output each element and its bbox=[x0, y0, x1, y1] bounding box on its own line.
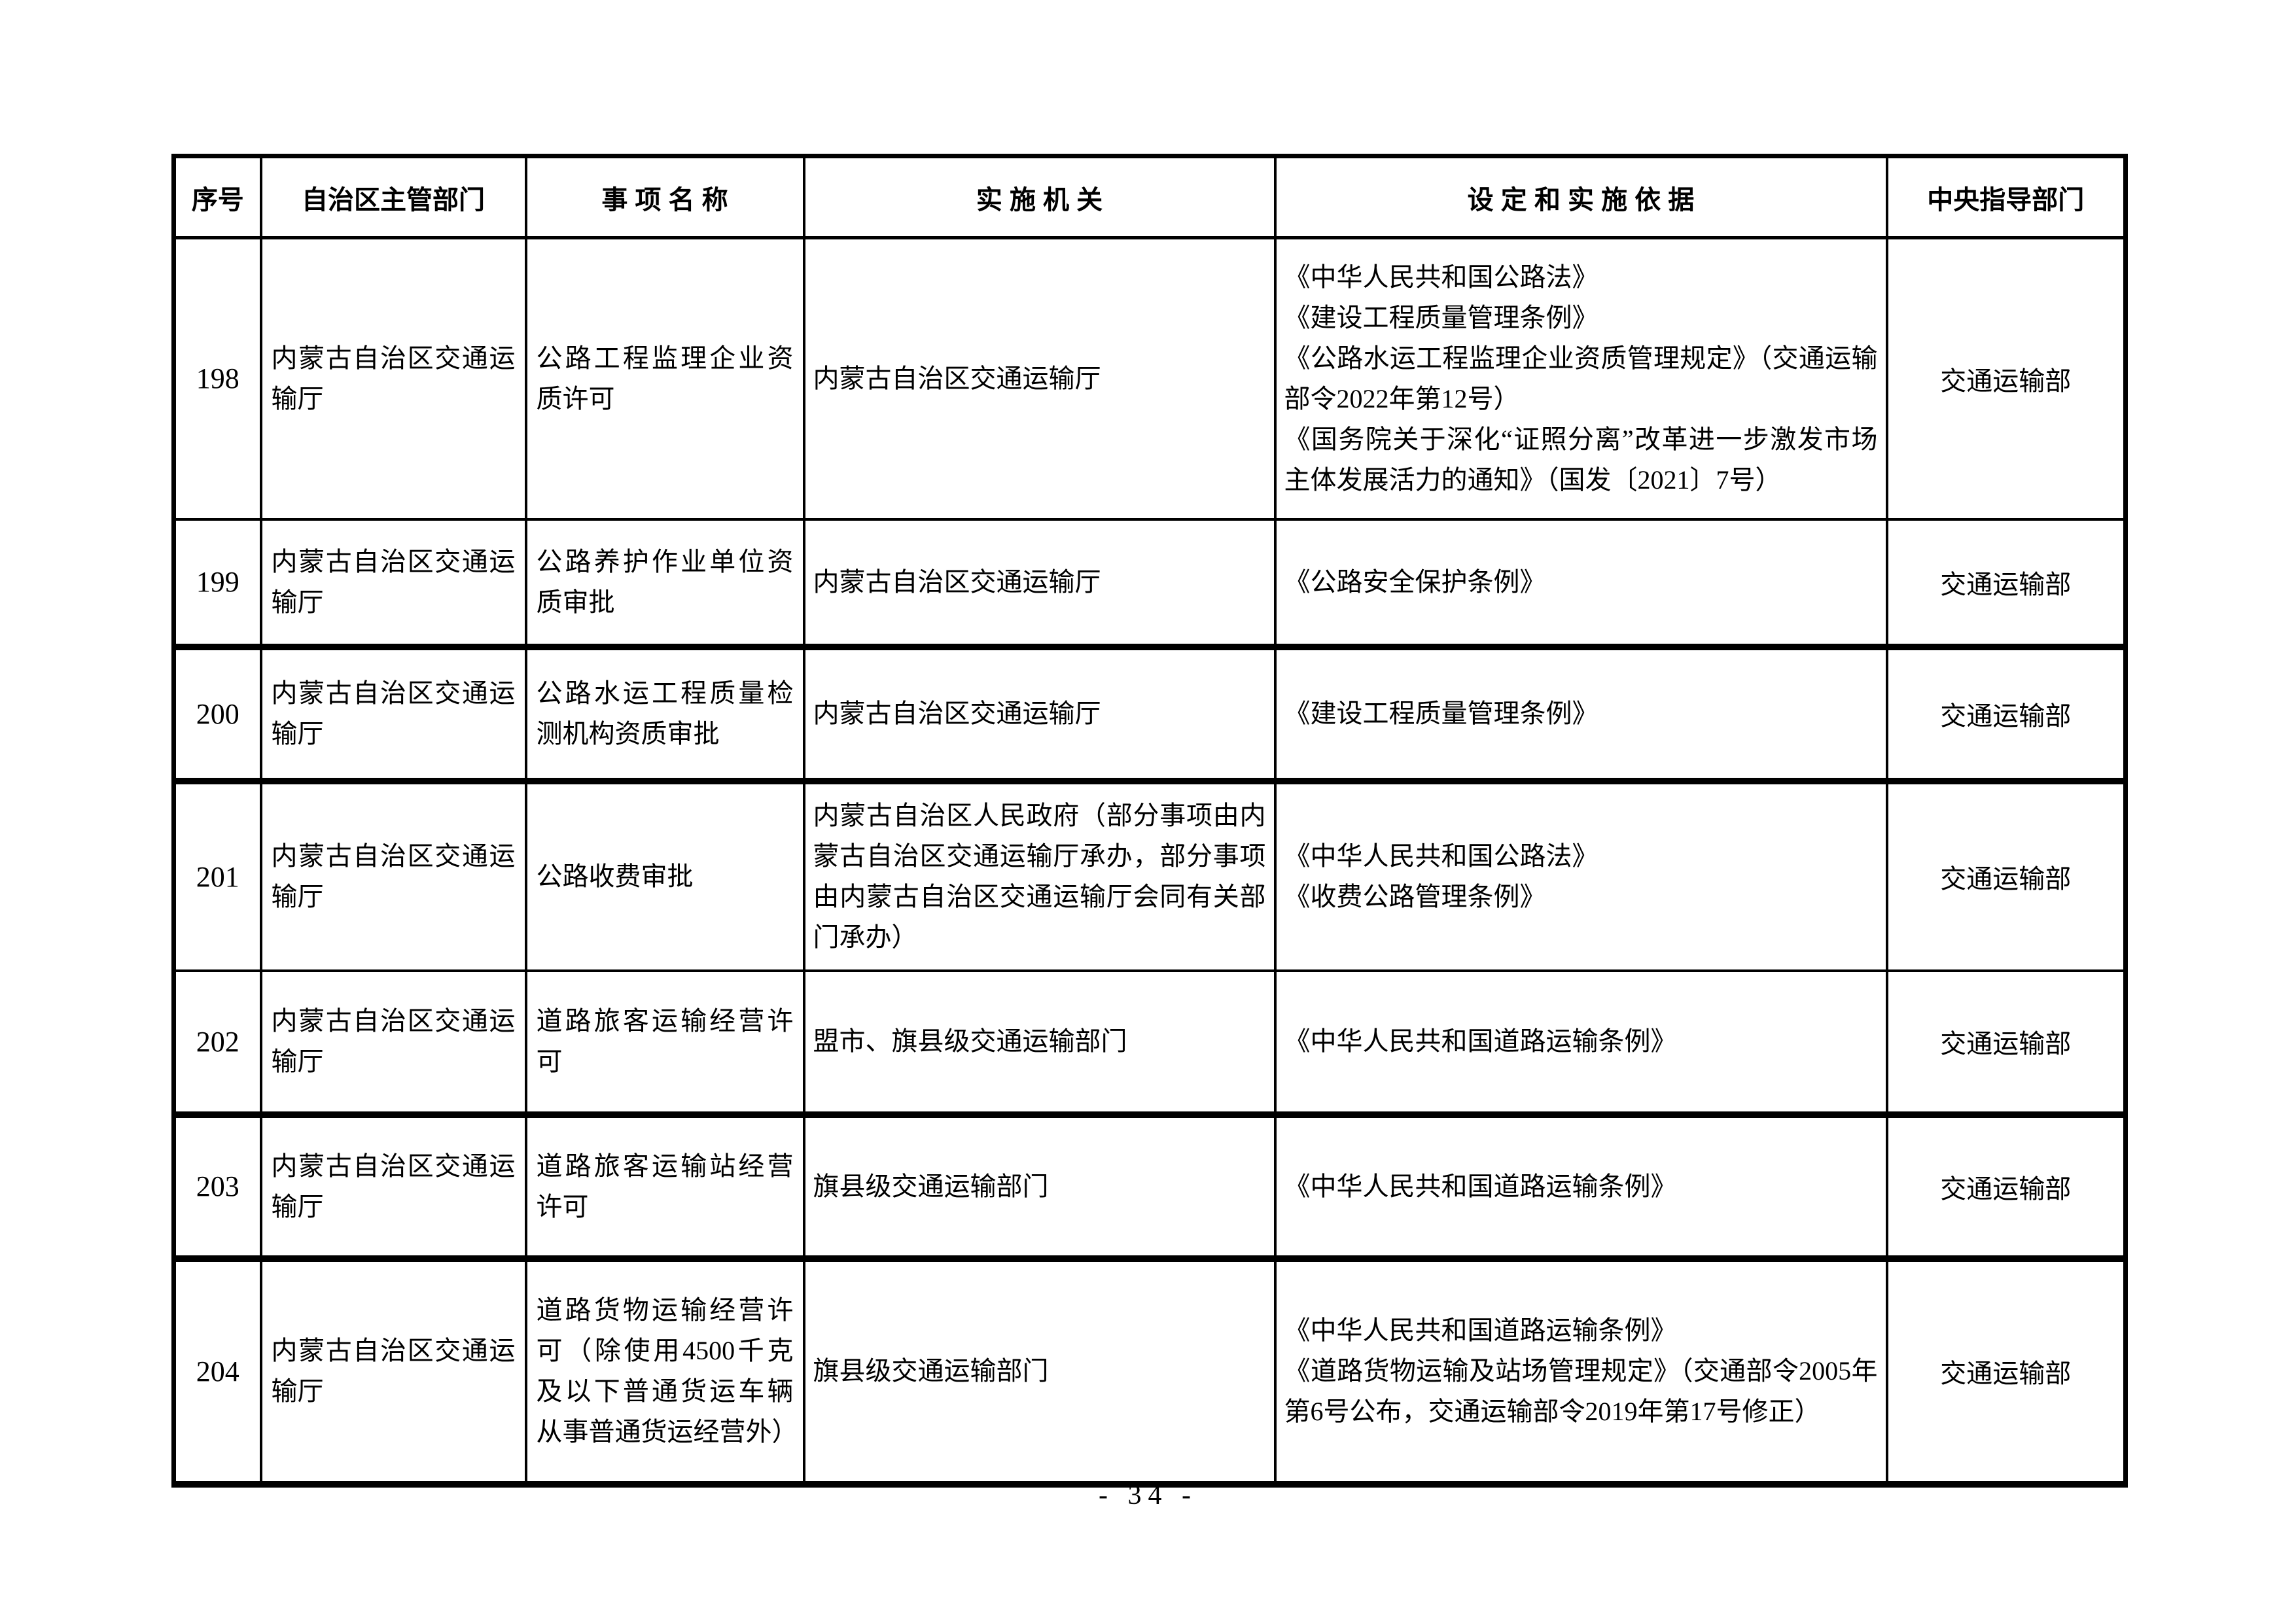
cell-implementing-agency: 旗县级交通运输部门 bbox=[802, 1257, 1277, 1488]
legal-basis-line: 《国务院关于深化“证照分离”改革进一步激发市场主体发展活力的通知》（国发〔202… bbox=[1284, 424, 1878, 495]
cell-central-department: 交通运输部 bbox=[1885, 236, 2127, 521]
cell-department: 内蒙古自治区交通运输厅 bbox=[259, 517, 527, 650]
table-row: 203 内蒙古自治区交通运输厅 道路旅客运输站经营许可 旗县级交通运输部门 《中华人民共… bbox=[172, 1113, 2127, 1262]
cell-central-department: 交通运输部 bbox=[1885, 779, 2127, 972]
table-row: 202 内蒙古自治区交通运输厅 道路旅客运输经营许可 盟市、旗县级交通运输部门 《中华人… bbox=[172, 969, 2127, 1118]
cell-implementing-agency: 内蒙古自治区交通运输厅 bbox=[802, 236, 1277, 521]
col-header-central-department: 中央指导部门 bbox=[1885, 154, 2127, 239]
cell-legal-basis: 《公路安全保护条例》 bbox=[1273, 517, 1888, 650]
cell-serial-number: 201 bbox=[172, 779, 262, 972]
cell-item-name: 道路旅客运输站经营许可 bbox=[524, 1113, 805, 1262]
legal-basis-line: 《中华人民共和国道路运输条例》 bbox=[1284, 1171, 1677, 1201]
header-row: 序号 自治区主管部门 事 项 名 称 实 施 机 关 设 定 和 实 施 依 据… bbox=[172, 154, 2127, 239]
legal-basis-line: 《中华人民共和国公路法》 bbox=[1284, 841, 1598, 871]
table-header: 序号 自治区主管部门 事 项 名 称 实 施 机 关 设 定 和 实 施 依 据… bbox=[172, 154, 2127, 239]
cell-department: 内蒙古自治区交通运输厅 bbox=[259, 969, 527, 1118]
legal-basis-line: 《中华人民共和国道路运输条例》 bbox=[1284, 1026, 1677, 1056]
cell-department: 内蒙古自治区交通运输厅 bbox=[259, 645, 527, 784]
cell-department: 内蒙古自治区交通运输厅 bbox=[259, 1113, 527, 1262]
col-header-legal-basis: 设 定 和 实 施 依 据 bbox=[1273, 154, 1888, 239]
cell-legal-basis: 《建设工程质量管理条例》 bbox=[1273, 645, 1888, 784]
legal-basis-line: 《公路安全保护条例》 bbox=[1284, 567, 1546, 597]
col-header-item-name: 事 项 名 称 bbox=[524, 154, 805, 239]
cell-serial-number: 204 bbox=[172, 1257, 262, 1488]
table-row: 199 内蒙古自治区交通运输厅 公路养护作业单位资质审批 内蒙古自治区交通运输厅 《公路… bbox=[172, 517, 2127, 650]
cell-implementing-agency: 旗县级交通运输部门 bbox=[802, 1113, 1277, 1262]
legal-basis-line: 《建设工程质量管理条例》 bbox=[1284, 302, 1598, 332]
col-header-implementing-agency: 实 施 机 关 bbox=[802, 154, 1277, 239]
cell-central-department: 交通运输部 bbox=[1885, 1257, 2127, 1488]
cell-legal-basis: 《中华人民共和国道路运输条例》 bbox=[1273, 969, 1888, 1118]
cell-department: 内蒙古自治区交通运输厅 bbox=[259, 1257, 527, 1488]
cell-serial-number: 198 bbox=[172, 236, 262, 521]
legal-basis-line: 《收费公路管理条例》 bbox=[1284, 882, 1546, 911]
table-row: 198 内蒙古自治区交通运输厅 公路工程监理企业资质许可 内蒙古自治区交通运输厅 《中华… bbox=[172, 236, 2127, 521]
cell-item-name: 公路工程监理企业资质许可 bbox=[524, 236, 805, 521]
cell-department: 内蒙古自治区交通运输厅 bbox=[259, 236, 527, 521]
cell-item-name: 道路旅客运输经营许可 bbox=[524, 969, 805, 1118]
table-row: 200 内蒙古自治区交通运输厅 公路水运工程质量检测机构资质审批 内蒙古自治区交通运输… bbox=[172, 645, 2127, 784]
cell-serial-number: 202 bbox=[172, 969, 262, 1118]
cell-legal-basis: 《中华人民共和国道路运输条例》 bbox=[1273, 1113, 1888, 1262]
cell-implementing-agency: 内蒙古自治区交通运输厅 bbox=[802, 517, 1277, 650]
approval-items-table: 序号 自治区主管部门 事 项 名 称 实 施 机 关 设 定 和 实 施 依 据… bbox=[171, 154, 2128, 1488]
cell-item-name: 公路收费审批 bbox=[524, 779, 805, 972]
cell-implementing-agency: 内蒙古自治区交通运输厅 bbox=[802, 645, 1277, 784]
legal-basis-line: 《道路货物运输及站场管理规定》（交通部令2005年第6号公布，交通运输部令201… bbox=[1284, 1356, 1878, 1426]
cell-item-name: 公路养护作业单位资质审批 bbox=[524, 517, 805, 650]
legal-basis-line: 《公路水运工程监理企业资质管理规定》（交通运输部令2022年第12号） bbox=[1284, 343, 1878, 413]
cell-central-department: 交通运输部 bbox=[1885, 1113, 2127, 1262]
cell-implementing-agency: 盟市、旗县级交通运输部门 bbox=[802, 969, 1277, 1118]
legal-basis-line: 《中华人民共和国公路法》 bbox=[1284, 262, 1598, 292]
legal-basis-line: 《建设工程质量管理条例》 bbox=[1284, 699, 1598, 728]
cell-central-department: 交通运输部 bbox=[1885, 517, 2127, 650]
cell-department: 内蒙古自治区交通运输厅 bbox=[259, 779, 527, 972]
legal-basis-line: 《中华人民共和国道路运输条例》 bbox=[1284, 1316, 1677, 1345]
cell-serial-number: 199 bbox=[172, 517, 262, 650]
cell-legal-basis: 《中华人民共和国道路运输条例》《道路货物运输及站场管理规定》（交通部令2005年… bbox=[1273, 1257, 1888, 1488]
cell-implementing-agency: 内蒙古自治区人民政府（部分事项由内蒙古自治区交通运输厅承办，部分事项由内蒙古自治… bbox=[802, 779, 1277, 972]
col-header-serial: 序号 bbox=[172, 154, 262, 239]
table-row: 201 内蒙古自治区交通运输厅 公路收费审批 内蒙古自治区人民政府（部分事项由内蒙古自… bbox=[172, 779, 2127, 972]
cell-item-name: 公路水运工程质量检测机构资质审批 bbox=[524, 645, 805, 784]
cell-central-department: 交通运输部 bbox=[1885, 969, 2127, 1118]
col-header-department: 自治区主管部门 bbox=[259, 154, 527, 239]
page-number: - 34 - bbox=[1099, 1480, 1197, 1510]
cell-legal-basis: 《中华人民共和国公路法》 《建设工程质量管理条例》《公路水运工程监理企业资质管理规… bbox=[1273, 236, 1888, 521]
table-row: 204 内蒙古自治区交通运输厅 道路货物运输经营许可（除使用4500千克及以下普通货… bbox=[172, 1257, 2127, 1488]
cell-item-name: 道路货物运输经营许可（除使用4500千克及以下普通货运车辆从事普通货运经营外） bbox=[524, 1257, 805, 1488]
cell-serial-number: 200 bbox=[172, 645, 262, 784]
cell-central-department: 交通运输部 bbox=[1885, 645, 2127, 784]
cell-serial-number: 203 bbox=[172, 1113, 262, 1262]
table-body: 198 内蒙古自治区交通运输厅 公路工程监理企业资质许可 内蒙古自治区交通运输厅 《中华… bbox=[172, 236, 2127, 1488]
cell-legal-basis: 《中华人民共和国公路法》 《收费公路管理条例》 bbox=[1273, 779, 1888, 972]
